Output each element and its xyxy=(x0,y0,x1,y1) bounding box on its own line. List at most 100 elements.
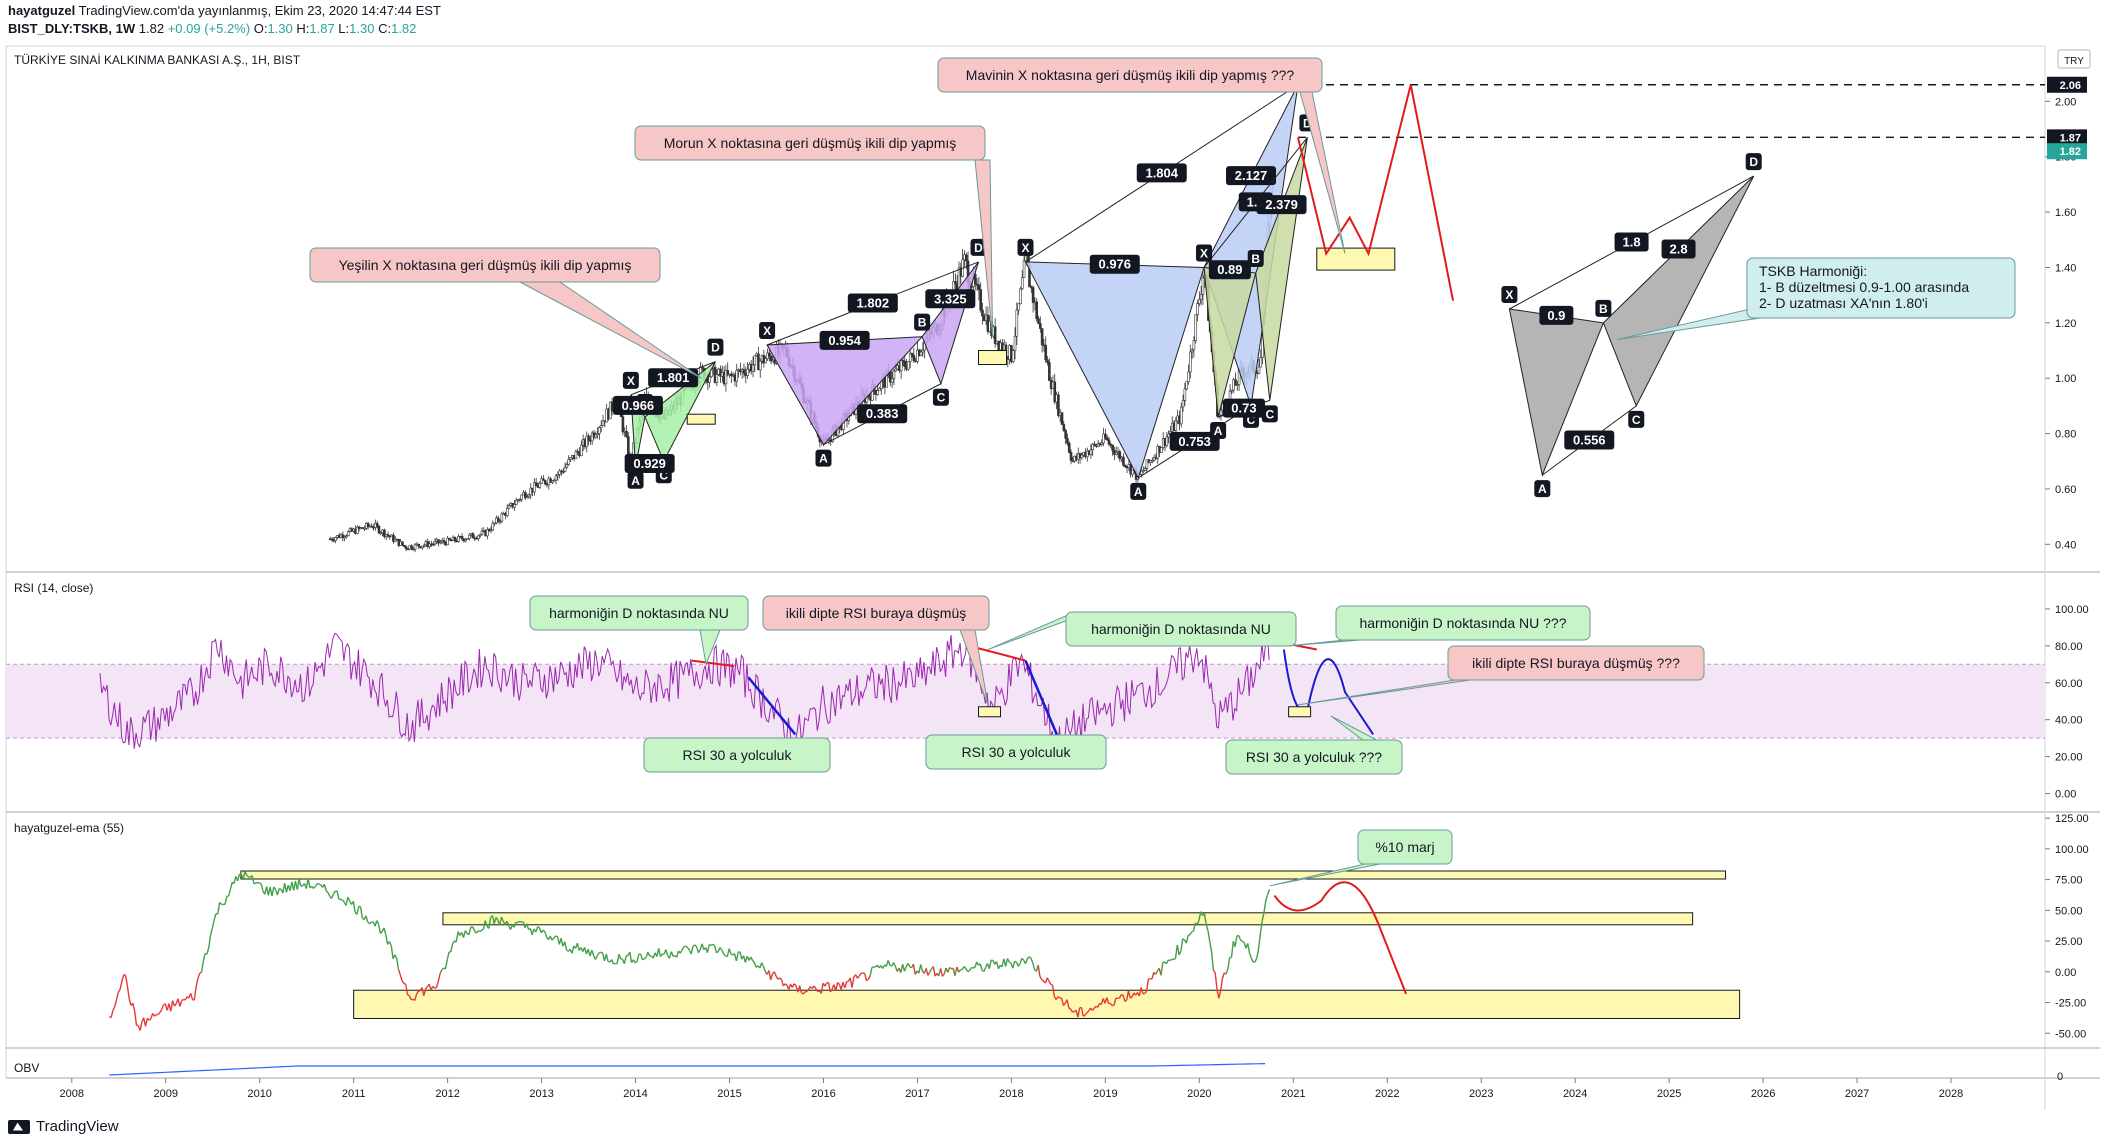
ema-line-segment xyxy=(1051,985,1056,997)
candle-body xyxy=(610,401,614,412)
ema-line-segment xyxy=(990,959,994,962)
ema-line-segment xyxy=(517,920,520,924)
candle-body xyxy=(518,498,522,501)
ema-line-segment xyxy=(967,970,970,973)
ema-line-segment xyxy=(551,937,555,941)
candle-body xyxy=(513,504,516,508)
ema-line-segment xyxy=(332,890,336,895)
pattern-bcd-triangle xyxy=(1602,175,1755,408)
callout-rsi-nu-3-box xyxy=(1335,605,1591,641)
candle-body xyxy=(1019,288,1022,305)
ema-line-segment xyxy=(777,977,781,980)
ema-line-segment xyxy=(591,949,595,956)
rsi-yellow-box xyxy=(1288,706,1312,718)
ema-line-segment xyxy=(432,985,436,989)
price-tag-label: 1.87 xyxy=(2060,132,2081,144)
candle-body xyxy=(598,427,601,434)
pattern-ratio-label: 0.73 xyxy=(1231,401,1256,416)
author[interactable]: hayatguzel xyxy=(8,3,76,18)
pattern-ratio-badge xyxy=(925,289,976,309)
ema-line-segment xyxy=(963,966,967,970)
brand-label: TradingView xyxy=(36,1118,119,1135)
callout-rsi-double-bottom-1: ikili dipte RSI buraya düşmüş xyxy=(762,595,990,706)
ema-line-segment xyxy=(636,954,640,962)
pattern-xab-triangle xyxy=(1508,308,1605,477)
xtick-label: 2010 xyxy=(247,1088,271,1100)
pattern-point-x-label: X xyxy=(627,374,635,388)
ema-line-segment xyxy=(1182,938,1185,941)
pattern-ratio-label: 2.127 xyxy=(1235,168,1268,183)
ema-line-segment xyxy=(193,986,197,1001)
ema-line-segment xyxy=(468,927,472,936)
ema-line-segment xyxy=(1248,952,1253,959)
candle-body xyxy=(543,480,547,485)
candle-body xyxy=(746,368,749,376)
xtick-label: 2012 xyxy=(435,1088,459,1100)
callout-tskb-harmonic-text: TSKB Harmoniği: xyxy=(1759,263,1867,279)
ema-line-segment xyxy=(229,881,233,890)
candle-body xyxy=(715,374,719,383)
candle-body xyxy=(468,534,471,539)
callout-purple-double-bottom-box xyxy=(634,125,986,161)
xtick-label: 2014 xyxy=(623,1088,647,1100)
ema-line-segment xyxy=(739,951,743,960)
pattern-point-x-badge xyxy=(622,371,639,389)
ema-line-segment xyxy=(1032,962,1036,970)
xtick-label: 2028 xyxy=(1939,1088,1963,1100)
candle-body xyxy=(954,281,957,284)
ema-line-segment xyxy=(752,960,755,964)
candle-body xyxy=(533,482,536,493)
pattern-point-x-badge xyxy=(1196,244,1213,262)
pattern-point-c-label: C xyxy=(1247,413,1256,427)
tradingview-brand[interactable]: TradingView xyxy=(8,1118,119,1135)
ema-line-segment xyxy=(446,951,450,960)
ema-line-segment xyxy=(119,980,123,990)
candle-body xyxy=(520,494,524,500)
candle-body xyxy=(404,546,408,550)
ema-line-segment xyxy=(434,986,437,989)
pattern-ratio-label: 0.89 xyxy=(1217,262,1242,277)
ema-line-segment xyxy=(1160,962,1164,976)
ohlc-h: 1.87 xyxy=(309,21,335,36)
pattern-ratio-label: 0.383 xyxy=(866,406,899,421)
ema-line-segment xyxy=(385,934,389,945)
candle-body xyxy=(421,545,424,549)
candle-body xyxy=(1100,442,1104,445)
ema-line-segment xyxy=(359,906,364,918)
ema-line-segment xyxy=(330,893,335,899)
ema-line-segment xyxy=(1240,939,1243,942)
ema-line-segment xyxy=(542,929,546,933)
candle-body xyxy=(903,360,907,367)
ema-yellow-box xyxy=(240,870,1727,880)
ema-line-segment xyxy=(616,954,620,964)
callout-tskb-harmonic-box xyxy=(1746,257,2016,319)
ema-line-segment xyxy=(607,960,611,963)
candle-body xyxy=(493,522,496,525)
ohlc-o: 1.30 xyxy=(267,21,293,36)
pattern-ratio-badge xyxy=(1661,239,1696,259)
ema-line-segment xyxy=(1218,990,1222,999)
ema-line-segment xyxy=(257,881,260,884)
candle-body xyxy=(594,434,598,438)
ema-line-segment xyxy=(1004,958,1009,967)
candle-body xyxy=(343,536,346,539)
candle-body xyxy=(1123,464,1127,467)
candle-body xyxy=(1151,459,1154,462)
ema-line-segment xyxy=(1118,994,1122,999)
ema-line-segment xyxy=(784,983,788,986)
callout-green-double-bottom-text: Yeşilin X noktasına geri düşmüş ikili di… xyxy=(339,257,632,273)
candle-body xyxy=(552,479,556,482)
ema-line-segment xyxy=(695,946,700,953)
ema-line-segment xyxy=(347,896,351,902)
ema-line-segment xyxy=(493,917,497,924)
candle-body xyxy=(921,349,925,353)
pattern-point-d-badge xyxy=(970,238,987,256)
ohlc-o-label: O: xyxy=(253,21,268,36)
pattern-point-b-badge xyxy=(1247,250,1264,268)
callout-rsi-30-3-text: RSI 30 a yolculuk ??? xyxy=(1246,749,1382,765)
callout-rsi-30-1: RSI 30 a yolculuk xyxy=(643,737,831,773)
candle-body xyxy=(1198,299,1201,304)
pattern-point-d-label: D xyxy=(1749,155,1758,169)
pattern-ratio-badge xyxy=(1169,431,1220,451)
